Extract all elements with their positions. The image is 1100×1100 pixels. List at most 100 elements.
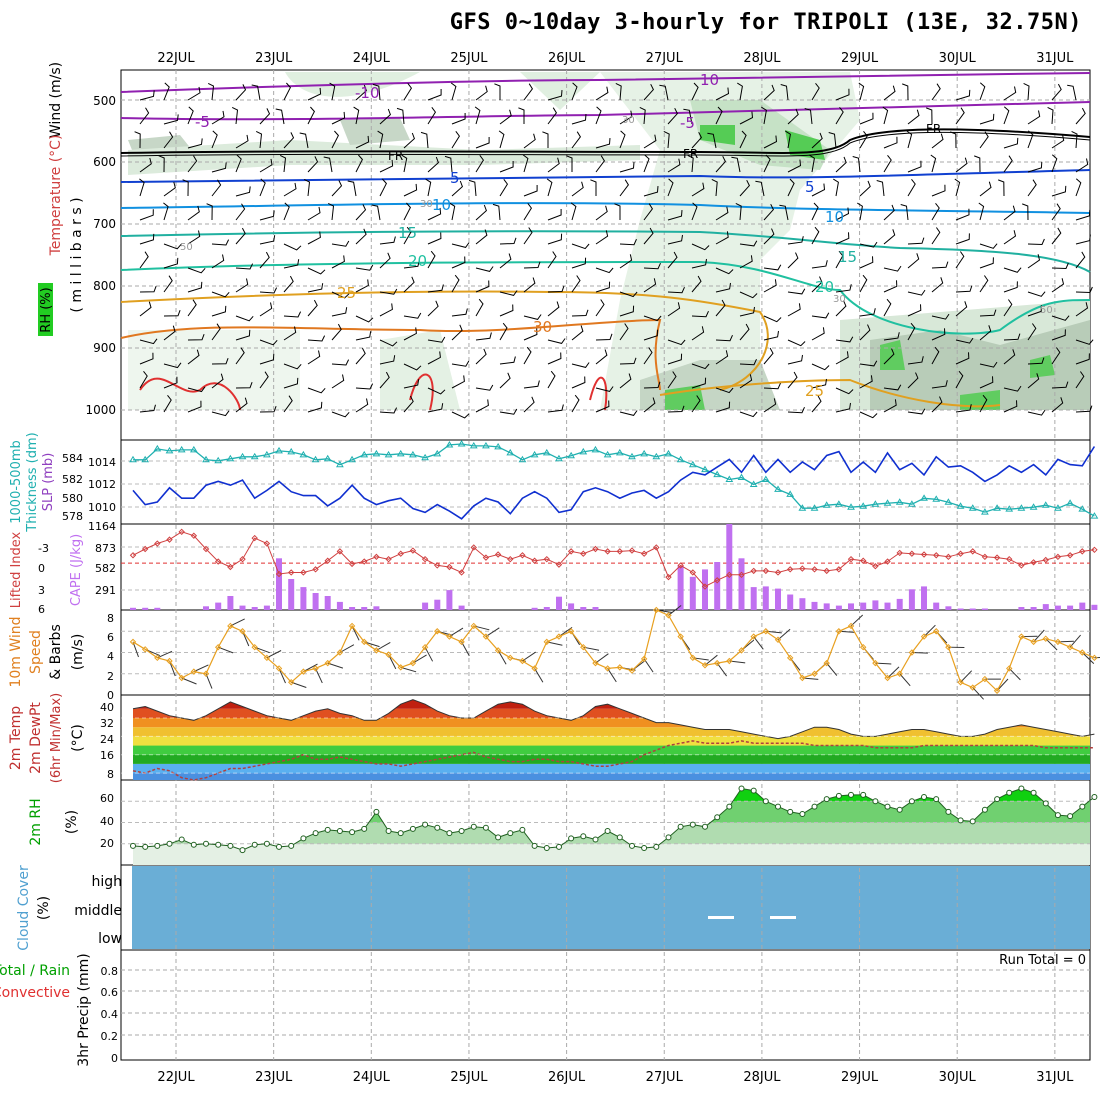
wind-barb xyxy=(475,204,487,221)
wind-barb xyxy=(907,356,924,365)
wind10-point xyxy=(847,622,855,630)
precip-axis-label: Total / Rain xyxy=(0,963,70,979)
wind10-point xyxy=(300,668,307,675)
wind-barb xyxy=(211,162,227,173)
wind-barb xyxy=(475,348,487,365)
cape-panel-frame xyxy=(120,523,1091,611)
contour-label-p20: 20 xyxy=(815,278,834,296)
wind-barb xyxy=(547,338,566,344)
wind10-point xyxy=(555,633,563,640)
li-point xyxy=(981,553,989,561)
date-label-top: 26JUL xyxy=(548,51,586,66)
wind10-tick: 8 xyxy=(107,612,114,625)
rh2m-point xyxy=(154,842,161,849)
wind-barb xyxy=(523,227,533,245)
wind-barb xyxy=(811,226,820,245)
wind-barb xyxy=(494,83,501,100)
wind-barb xyxy=(475,85,488,101)
thickness-point xyxy=(968,504,977,511)
wind-barb xyxy=(835,284,852,293)
rh2m-point xyxy=(1006,789,1013,796)
wind-barb xyxy=(571,243,590,250)
wind10-point xyxy=(1030,638,1037,646)
wind-barb xyxy=(931,202,940,221)
wind-barb xyxy=(883,280,898,293)
wind-barb xyxy=(595,299,605,317)
wind-barb xyxy=(787,288,806,295)
wind-barb xyxy=(139,233,155,245)
wind-barb xyxy=(475,399,489,413)
li-point xyxy=(1066,552,1074,559)
rh2m-point xyxy=(933,796,940,803)
cape-bar xyxy=(981,608,988,610)
wind-barb xyxy=(163,82,170,101)
li-point xyxy=(397,550,404,557)
wind-barb xyxy=(499,253,512,269)
wind-barb xyxy=(275,108,285,125)
wind-barb xyxy=(715,155,726,173)
cape-axis-label: CAPE (J/kg) xyxy=(69,534,84,606)
cape-bar xyxy=(531,607,538,610)
wind-barb xyxy=(163,202,169,221)
li-point xyxy=(823,567,830,575)
rh2m-point xyxy=(373,808,380,815)
thickness-point xyxy=(323,454,332,462)
wind-barb xyxy=(259,235,276,245)
wind-barb xyxy=(691,326,705,341)
li-point xyxy=(214,558,222,565)
li-point xyxy=(604,548,611,555)
wind-barb xyxy=(379,236,396,245)
li-point xyxy=(239,555,246,563)
wind-barb xyxy=(379,159,394,173)
wind-barb xyxy=(187,230,201,245)
wind10-point xyxy=(312,665,319,672)
wind-barb xyxy=(931,396,943,413)
cape-bar xyxy=(458,605,465,610)
wind10-point xyxy=(361,638,368,646)
wind-barb xyxy=(235,315,254,322)
wind10-barb xyxy=(607,668,617,683)
wind-barb xyxy=(639,106,646,125)
wind-barb xyxy=(547,209,562,221)
wind-barb xyxy=(235,203,246,221)
wind10-point xyxy=(908,649,916,656)
wind-barb xyxy=(427,232,442,245)
li-point xyxy=(1091,546,1098,554)
wind10-point xyxy=(1006,665,1013,672)
rh2m-point xyxy=(190,841,197,848)
wind-barb xyxy=(355,204,367,221)
wind10-barb xyxy=(1081,652,1095,664)
thickness-point xyxy=(482,441,490,449)
wind10-point xyxy=(190,668,198,675)
wind-barb xyxy=(379,178,388,197)
thickness-point xyxy=(336,460,344,468)
rh2m-band xyxy=(133,788,1090,802)
wind-barb xyxy=(331,307,348,317)
wind10-point xyxy=(275,665,283,672)
wind-barb xyxy=(907,322,916,341)
wind10-point xyxy=(129,638,137,646)
cloud-level-high: high xyxy=(91,874,122,890)
wind10-barb xyxy=(960,670,973,683)
wind10-point xyxy=(567,628,575,635)
thickness-point xyxy=(141,455,150,463)
temp2m-line xyxy=(132,699,1095,740)
cape-bar xyxy=(945,606,952,610)
thickness-point xyxy=(433,449,442,457)
li-point xyxy=(141,545,149,553)
precip-axis-label: Convective xyxy=(0,985,70,1001)
cape-bar xyxy=(239,605,246,610)
wind-barb xyxy=(403,363,422,371)
wind10-barb xyxy=(169,660,176,677)
cloud-axis-label: (%) xyxy=(36,896,52,920)
wind-barb xyxy=(1075,405,1093,413)
wind10-point xyxy=(531,665,538,672)
temp-contour-p30 xyxy=(120,318,662,391)
wind-barb xyxy=(403,83,413,101)
wind-barb xyxy=(955,370,964,389)
temp-band xyxy=(133,754,1090,764)
li-point xyxy=(884,558,891,565)
date-label-bottom: 23JUL xyxy=(255,1070,293,1085)
chart-title: GFS 0~10day 3-hourly for TRIPOLI (13E, 3… xyxy=(449,10,1082,35)
wind-barb xyxy=(331,111,346,125)
